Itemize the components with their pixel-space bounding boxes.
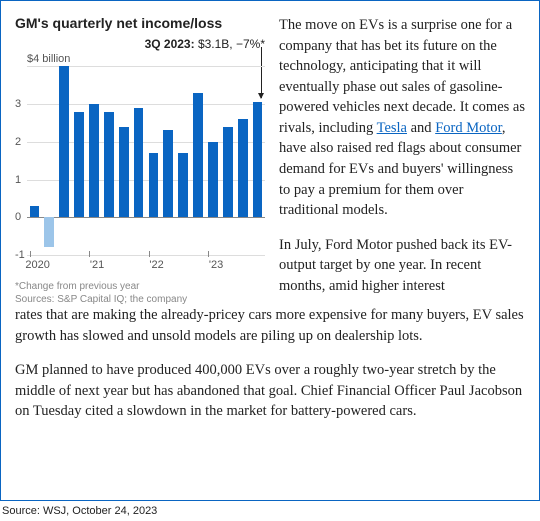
- paragraph-2-top: In July, Ford Motor pushed back its EV-o…: [279, 235, 525, 297]
- y-tick-label: 2: [15, 136, 21, 148]
- chart-bar: [149, 153, 159, 217]
- chart-sources: Sources: S&P Capital IQ; the company: [15, 294, 265, 305]
- chart-column: GM's quarterly net income/loss 3Q 2023: …: [15, 15, 265, 305]
- y-tick-label: 0: [15, 211, 21, 223]
- paragraph-3: GM planned to have produced 400,000 EVs …: [15, 360, 525, 422]
- x-tick-label: 2020: [25, 259, 49, 271]
- y-tick-label: 3: [15, 98, 21, 110]
- chart-bar: [119, 127, 129, 218]
- x-tick-mark: [89, 251, 90, 257]
- chart-bar: [89, 104, 99, 217]
- article-frame: GM's quarterly net income/loss 3Q 2023: …: [0, 0, 540, 501]
- chart-bar: [104, 112, 114, 218]
- grid-line: [27, 217, 265, 218]
- x-tick-mark: [208, 251, 209, 257]
- y-tick-label: $4 billion: [27, 53, 70, 65]
- chart-bar: [59, 66, 69, 217]
- chart-bar: [30, 206, 40, 217]
- x-tick-mark: [30, 251, 31, 257]
- chart-footnote: *Change from previous year: [15, 281, 265, 292]
- paragraph-2-rest: rates that are making the already-pricey…: [15, 305, 525, 346]
- paragraph-1: The move on EVs is a surprise one for a …: [279, 15, 525, 221]
- chart-bar: [178, 153, 188, 217]
- chart-bar: [44, 217, 54, 247]
- article-column: The move on EVs is a surprise one for a …: [279, 15, 525, 305]
- x-tick-label: '23: [209, 259, 223, 271]
- chart-bar: [238, 119, 248, 217]
- chart-bar: [253, 102, 263, 217]
- x-tick-mark: [149, 251, 150, 257]
- source-footer: Source: WSJ, October 24, 2023: [0, 501, 540, 517]
- annotation-arrow: [261, 47, 262, 98]
- chart-subtitle-rest: $3.1B, −7%*: [195, 37, 265, 51]
- chart-subtitle-bold: 3Q 2023:: [145, 37, 195, 51]
- p1-text-mid: and: [407, 120, 435, 136]
- link-ford-motor[interactable]: Ford Motor: [435, 120, 502, 136]
- chart-area: -10123$4 billion: [15, 55, 265, 255]
- x-tick-label: '21: [90, 259, 104, 271]
- chart-bar: [74, 112, 84, 218]
- chart-subtitle: 3Q 2023: $3.1B, −7%*: [15, 37, 265, 51]
- chart-bar: [134, 108, 144, 217]
- link-tesla[interactable]: Tesla: [377, 120, 407, 136]
- x-axis-labels: 2020 '21 '22 '23: [15, 257, 265, 275]
- chart-bar: [163, 130, 173, 217]
- grid-line: [27, 255, 265, 256]
- chart-bar: [208, 142, 218, 217]
- chart-bar: [223, 127, 233, 218]
- y-tick-label: 1: [15, 174, 21, 186]
- full-width-paragraphs: rates that are making the already-pricey…: [15, 305, 525, 422]
- chart-bar: [193, 93, 203, 218]
- x-tick-label: '22: [149, 259, 163, 271]
- p1-text-a: The move on EVs is a surprise one for a …: [279, 17, 525, 136]
- two-column-top: GM's quarterly net income/loss 3Q 2023: …: [15, 15, 525, 305]
- chart-title: GM's quarterly net income/loss: [15, 15, 265, 31]
